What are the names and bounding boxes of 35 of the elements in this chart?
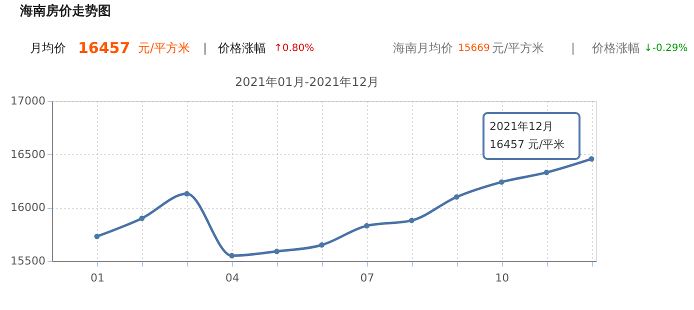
text: 价格涨幅 [591,41,640,55]
chart-title: 海南房价走势图 [19,3,111,19]
annotation: 2021年12月 16457 元/平米 [490,120,565,151]
point [588,156,594,162]
text: 元/平方米 [138,41,190,55]
point [364,223,370,229]
text: | [571,41,576,55]
point [274,248,280,254]
text: ↑0.80% [274,43,314,54]
point [229,252,235,258]
y-tick-label: 16000 [10,201,46,214]
text: ↓-0.29% [644,43,688,54]
point [94,234,100,240]
text: 16457 [78,39,130,57]
point [544,170,550,176]
text: 海南月均价 [393,41,453,55]
point [139,216,145,222]
text: 价格涨幅 [217,41,266,55]
y-tick-label: 16500 [10,148,46,161]
x-tick-label: 07 [360,272,374,284]
point [319,242,324,248]
y-tick-label: 15500 [10,254,46,268]
text: 15669 [458,43,490,54]
point [184,191,190,197]
y-tick-label: 17000 [10,94,46,108]
chart-subtitle: 2021年01月-2021年12月 [235,75,379,89]
point [498,179,504,185]
text: | [203,41,208,55]
point [408,218,414,224]
x-tick-label: 04 [225,272,240,284]
text: 元/平方米 [492,41,544,55]
x-tick-label: 01 [90,272,104,284]
x-tick-label: 10 [495,272,510,284]
text: 月均价 [30,41,66,55]
point [454,194,460,200]
